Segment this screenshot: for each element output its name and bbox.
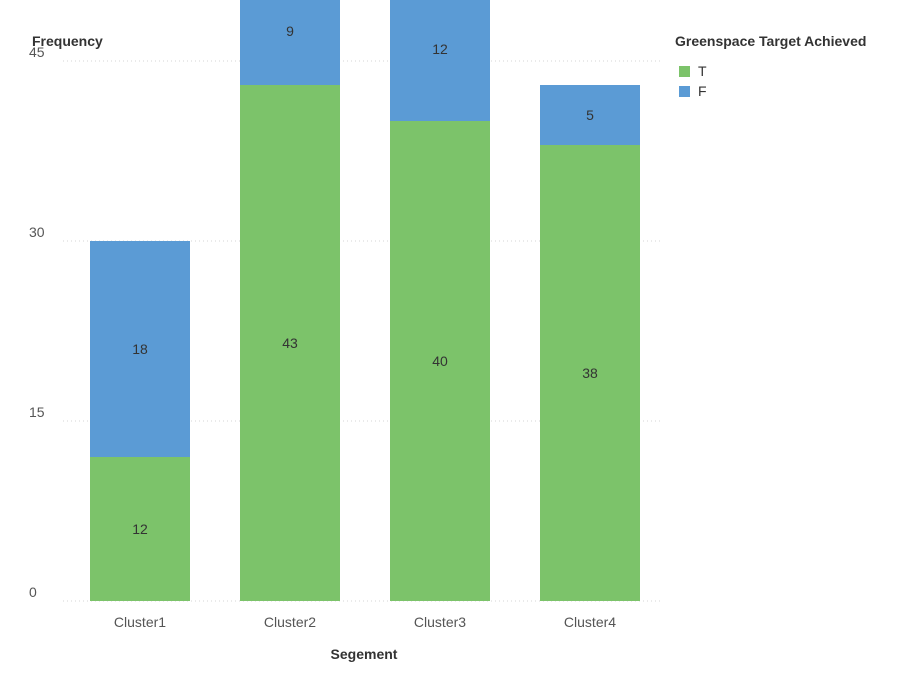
y-tick-label: 15 (29, 404, 45, 420)
bar-cluster2-f (240, 0, 340, 85)
data-label-cluster3-t: 40 (432, 353, 448, 369)
y-axis-ticks: 0 15 30 45 (29, 44, 45, 600)
legend-label-t: T (698, 63, 707, 79)
x-tick-label: Cluster2 (264, 614, 316, 630)
bars (90, 0, 640, 601)
data-label-cluster4-f: 5 (586, 107, 594, 123)
bar-cluster3-f (390, 0, 490, 121)
bar-cluster4-t (540, 145, 640, 601)
bar-cluster2-t (240, 85, 340, 601)
x-axis-ticks: Cluster1 Cluster2 Cluster3 Cluster4 (114, 614, 616, 630)
data-label-cluster2-t: 43 (282, 335, 298, 351)
x-tick-label: Cluster1 (114, 614, 166, 630)
x-tick-label: Cluster3 (414, 614, 466, 630)
bar-cluster1-t (90, 457, 190, 601)
data-label-cluster2-f: 9 (286, 23, 294, 39)
x-tick-label: Cluster4 (564, 614, 616, 630)
legend-swatch-t (679, 66, 690, 77)
legend-label-f: F (698, 83, 707, 99)
legend-swatch-f (679, 86, 690, 97)
x-axis-title: Segement (331, 646, 398, 662)
data-label-cluster4-t: 38 (582, 365, 598, 381)
legend-title: Greenspace Target Achieved (675, 33, 866, 49)
bar-cluster4-f (540, 85, 640, 145)
y-tick-label: 30 (29, 224, 45, 240)
data-label-cluster1-t: 12 (132, 521, 148, 537)
data-label-cluster3-f: 12 (432, 41, 448, 57)
y-tick-label: 45 (29, 44, 45, 60)
y-axis-title: Frequency (32, 33, 103, 49)
bar-cluster3-t (390, 121, 490, 601)
y-tick-label: 0 (29, 584, 37, 600)
data-labels: 12 18 43 9 40 12 38 5 (132, 23, 598, 537)
bar-cluster1-f (90, 241, 190, 457)
data-label-cluster1-f: 18 (132, 341, 148, 357)
legend: Greenspace Target Achieved T F (675, 33, 866, 99)
